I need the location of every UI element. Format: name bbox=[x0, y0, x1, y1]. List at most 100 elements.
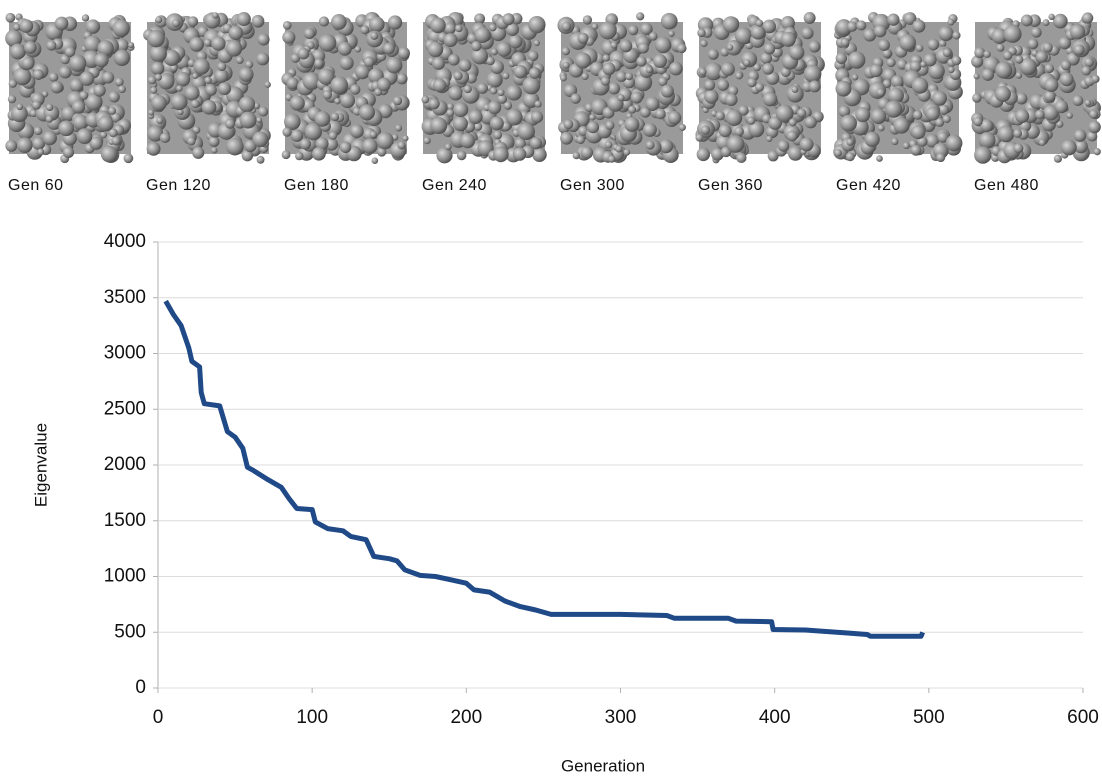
sphere bbox=[678, 123, 686, 131]
sphere bbox=[925, 134, 939, 148]
sphere bbox=[669, 61, 683, 76]
sphere bbox=[16, 137, 33, 154]
sphere bbox=[646, 66, 653, 74]
sphere bbox=[81, 14, 90, 22]
sphere bbox=[318, 33, 337, 52]
sphere bbox=[608, 155, 616, 163]
sphere bbox=[780, 66, 791, 78]
sphere bbox=[791, 86, 799, 94]
sphere bbox=[311, 49, 326, 63]
sphere bbox=[331, 14, 347, 30]
chart: Generation Eigenvalue 050010001500200025… bbox=[31, 231, 1098, 775]
sphere bbox=[463, 85, 472, 94]
sphere bbox=[385, 56, 403, 74]
sphere bbox=[256, 52, 270, 66]
sphere bbox=[995, 61, 1013, 79]
sphere bbox=[767, 150, 779, 162]
sphere bbox=[981, 68, 995, 81]
sphere bbox=[1089, 109, 1099, 119]
sphere bbox=[297, 47, 310, 60]
sphere bbox=[42, 130, 57, 146]
sphere bbox=[163, 49, 180, 67]
sphere bbox=[189, 36, 205, 52]
sphere bbox=[264, 81, 271, 88]
sphere bbox=[877, 124, 885, 132]
sphere bbox=[505, 108, 523, 126]
thumbnail-label: Gen 180 bbox=[284, 177, 349, 194]
sphere bbox=[623, 148, 631, 156]
sphere bbox=[217, 81, 232, 96]
sphere bbox=[303, 27, 316, 39]
sphere bbox=[1086, 130, 1098, 142]
thumbnail-label: Gen 240 bbox=[422, 177, 487, 194]
sphere bbox=[302, 72, 321, 91]
sphere bbox=[123, 153, 134, 164]
sphere bbox=[397, 141, 406, 150]
sphere bbox=[337, 41, 352, 56]
sphere bbox=[474, 26, 491, 44]
sphere bbox=[447, 53, 460, 66]
sphere bbox=[1015, 55, 1024, 64]
sphere bbox=[528, 15, 546, 34]
sphere bbox=[563, 119, 574, 130]
sphere bbox=[282, 21, 292, 30]
sphere bbox=[89, 136, 103, 150]
sphere bbox=[471, 40, 482, 52]
sphere bbox=[362, 138, 378, 154]
sphere bbox=[660, 84, 674, 98]
sphere bbox=[704, 89, 719, 104]
sphere bbox=[911, 77, 929, 94]
y-tick-label: 2000 bbox=[104, 454, 146, 475]
sphere bbox=[354, 46, 362, 53]
sphere bbox=[208, 136, 220, 147]
sphere bbox=[85, 93, 103, 111]
sphere bbox=[586, 121, 600, 134]
sphere bbox=[318, 16, 330, 27]
sphere bbox=[766, 135, 773, 142]
sphere bbox=[847, 21, 858, 32]
sphere bbox=[927, 38, 940, 51]
sphere bbox=[942, 48, 952, 58]
sphere bbox=[582, 15, 593, 25]
sphere bbox=[45, 115, 54, 123]
sphere bbox=[64, 46, 76, 58]
sphere bbox=[947, 18, 955, 26]
sphere bbox=[1084, 99, 1092, 107]
sphere bbox=[317, 68, 335, 85]
sphere bbox=[801, 27, 814, 40]
sphere bbox=[1035, 50, 1048, 63]
y-tick-label: 1500 bbox=[104, 510, 146, 531]
sphere bbox=[973, 73, 980, 80]
sphere bbox=[156, 116, 164, 125]
sphere bbox=[154, 73, 162, 81]
sphere bbox=[79, 90, 89, 100]
sphere bbox=[402, 135, 409, 142]
sphere bbox=[1073, 129, 1087, 142]
sphere bbox=[146, 141, 161, 156]
sphere bbox=[505, 22, 519, 36]
sphere bbox=[258, 106, 269, 117]
sphere bbox=[797, 108, 807, 118]
sphere bbox=[432, 56, 445, 70]
sphere bbox=[1019, 57, 1037, 76]
sphere bbox=[623, 76, 636, 89]
sphere bbox=[640, 107, 651, 118]
sphere bbox=[396, 73, 408, 85]
sphere bbox=[10, 105, 28, 123]
sphere bbox=[808, 80, 821, 93]
sphere bbox=[1013, 143, 1024, 154]
sphere bbox=[581, 72, 589, 81]
sphere bbox=[13, 67, 32, 86]
sphere bbox=[1042, 42, 1053, 53]
sphere bbox=[912, 19, 926, 33]
sphere bbox=[903, 12, 917, 25]
sphere bbox=[256, 155, 265, 164]
sphere bbox=[765, 71, 780, 85]
sphere bbox=[102, 71, 115, 84]
sphere bbox=[118, 85, 126, 94]
sphere bbox=[928, 62, 945, 80]
y-tick-label: 1000 bbox=[104, 566, 146, 587]
sphere bbox=[667, 111, 682, 125]
sphere bbox=[704, 62, 723, 81]
sphere bbox=[1015, 72, 1023, 79]
